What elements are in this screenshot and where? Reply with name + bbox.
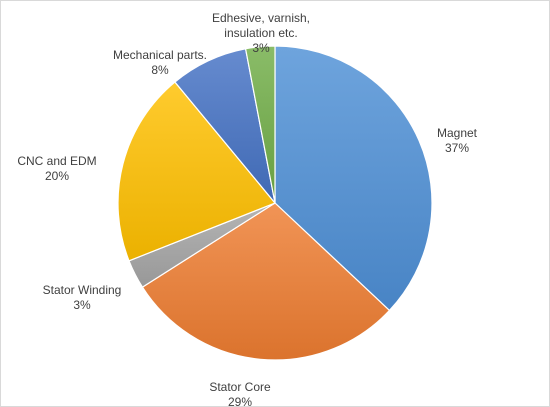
label-stator-winding: Stator Winding 3% (43, 283, 122, 312)
slice-edhesive-varnish-insulation-etc (244, 45, 276, 204)
slice-stator-core (141, 202, 391, 361)
label-stator-core: Stator Core 29% (209, 380, 271, 407)
label-mechanical-parts: Mechanical parts. 8% (113, 48, 207, 77)
slice-magnet (274, 45, 433, 312)
label-magnet: Magnet 37% (437, 126, 478, 155)
pie-slices (117, 45, 433, 361)
label-edhesive-varnish-insulation-etc: Edhesive, varnish, insulation etc. 3% (212, 11, 310, 55)
pie-labels: Magnet 37% Stator Core 29% Stator Winding 3% C… (17, 11, 477, 407)
slice-cnc-and-edm (117, 81, 276, 262)
label-cnc-and-edm: CNC and EDM 20% (17, 154, 96, 183)
